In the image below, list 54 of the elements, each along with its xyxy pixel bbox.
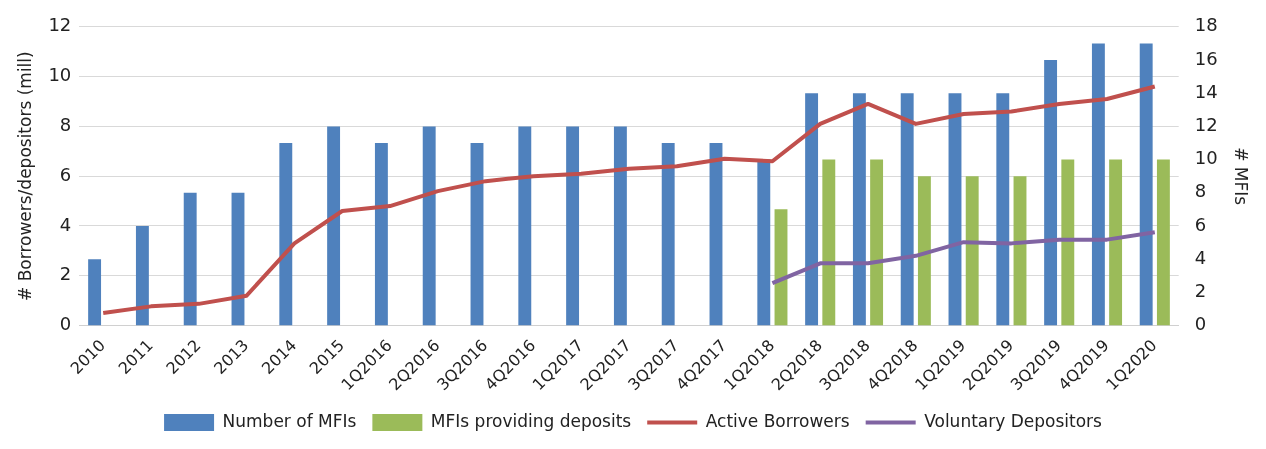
legend-label: Number of MFIs	[222, 410, 357, 431]
bar	[948, 93, 962, 326]
bar	[566, 126, 580, 326]
bar	[1156, 159, 1170, 326]
bar	[1044, 59, 1058, 326]
bar	[422, 126, 436, 326]
y-tick-label: 2	[59, 263, 72, 285]
y2-tick-label: 16	[1194, 47, 1218, 69]
legend-label: MFIs providing deposits	[430, 410, 632, 431]
y2-tick-label: 12	[1194, 114, 1218, 136]
y-tick-label: 8	[59, 114, 72, 136]
bar	[374, 142, 388, 326]
bar	[1091, 43, 1105, 326]
y2-tick-label: 6	[1194, 213, 1207, 235]
bar	[613, 126, 627, 326]
y-tick-label: 4	[59, 213, 72, 235]
bar	[470, 142, 484, 326]
bar	[88, 259, 102, 326]
bar	[183, 192, 197, 326]
y2-tick-label: 4	[1194, 246, 1207, 268]
y-tick-label: 6	[59, 163, 72, 185]
y-tick-label: 12	[48, 14, 72, 36]
y2-tick-label: 2	[1194, 280, 1207, 302]
bar	[1109, 159, 1123, 326]
y-tick-label: 10	[48, 64, 72, 86]
bar	[965, 176, 979, 326]
y-tick-label: 0	[59, 313, 72, 335]
bar	[279, 142, 293, 326]
y2-tick-label: 18	[1194, 14, 1218, 36]
bar	[1139, 43, 1153, 326]
y2-tick-label: 0	[1194, 313, 1207, 335]
bar	[1013, 176, 1027, 326]
bar	[805, 93, 819, 326]
bar	[870, 159, 884, 326]
legend-label: Active Borrowers	[705, 410, 850, 431]
bar	[327, 126, 341, 326]
y2-tick-label: 14	[1194, 80, 1218, 102]
bar	[996, 93, 1010, 326]
bar	[852, 93, 866, 326]
bar	[900, 93, 914, 326]
bar	[917, 176, 931, 326]
bar	[661, 142, 675, 326]
bar	[757, 159, 771, 326]
bar	[518, 126, 532, 326]
bar	[709, 142, 723, 326]
y2-tick-label: 10	[1194, 147, 1218, 169]
y2-axis-title: # MFIs	[1231, 147, 1252, 206]
y-axis-title: # Borrowers/depositors (mill)	[14, 51, 35, 302]
bar	[822, 159, 836, 326]
y2-tick-label: 8	[1194, 180, 1207, 202]
bar	[135, 225, 149, 326]
bar	[1061, 159, 1075, 326]
legend-label: Voluntary Depositors	[924, 410, 1103, 431]
bar	[231, 192, 245, 326]
